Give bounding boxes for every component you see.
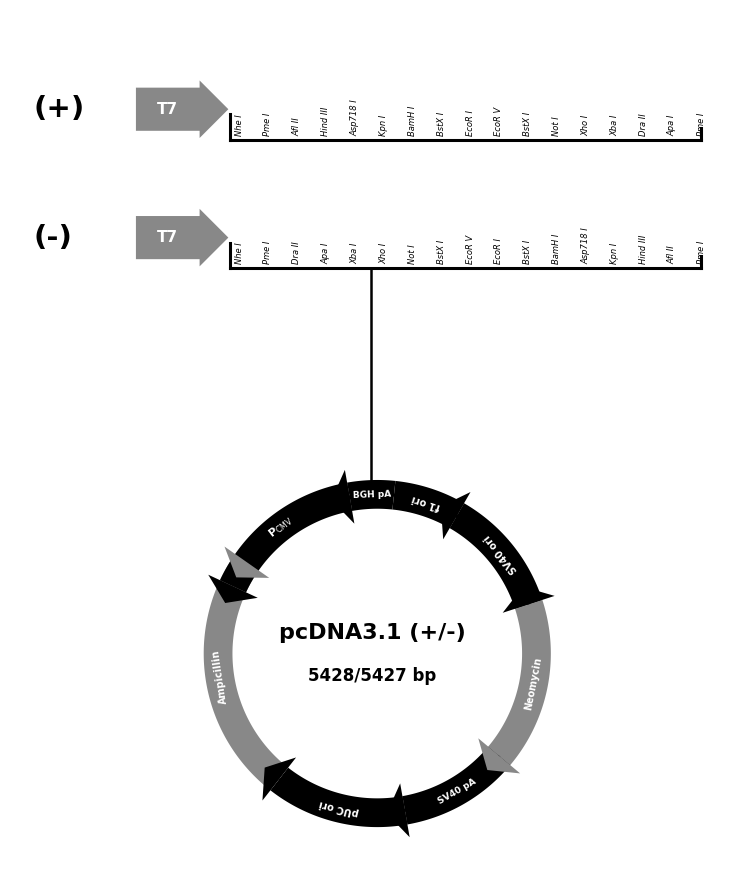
Text: Apa I: Apa I (321, 243, 330, 264)
Text: T7: T7 (157, 102, 178, 117)
Text: Hind III: Hind III (321, 106, 330, 136)
Text: Pme I: Pme I (697, 113, 705, 136)
Polygon shape (450, 503, 542, 609)
Polygon shape (503, 587, 555, 613)
Text: Dra II: Dra II (639, 113, 648, 136)
Text: pUC ori: pUC ori (318, 798, 360, 818)
Text: Xba I: Xba I (350, 243, 359, 264)
Text: Neomycin: Neomycin (523, 657, 544, 711)
Polygon shape (488, 600, 550, 766)
Text: Not I: Not I (408, 245, 417, 264)
Text: BstX I: BstX I (437, 240, 446, 264)
Polygon shape (225, 547, 269, 578)
Text: P$_{\mathsf{CMV}}$: P$_{\mathsf{CMV}}$ (265, 513, 296, 541)
Text: Xho I: Xho I (379, 243, 388, 264)
Text: SV40 pA: SV40 pA (436, 777, 478, 806)
Text: Not I: Not I (552, 116, 562, 136)
Text: EcoR I: EcoR I (495, 238, 504, 264)
Polygon shape (393, 481, 464, 528)
Polygon shape (441, 492, 470, 540)
Text: EcoR V: EcoR V (495, 106, 504, 136)
Text: Nhe I: Nhe I (235, 243, 244, 264)
Text: Pme I: Pme I (264, 241, 272, 264)
Text: SV40 ori: SV40 ori (482, 532, 520, 575)
Polygon shape (263, 758, 296, 801)
Text: Afl II: Afl II (668, 245, 677, 264)
FancyArrow shape (136, 81, 228, 138)
Text: (+): (+) (33, 95, 84, 123)
Text: BGH pA: BGH pA (352, 489, 391, 500)
Polygon shape (347, 480, 396, 511)
Text: EcoR I: EcoR I (465, 110, 475, 136)
Text: EcoR V: EcoR V (465, 235, 475, 264)
Text: 5428/5427 bp: 5428/5427 bp (308, 667, 436, 685)
Text: Asp718 I: Asp718 I (350, 99, 359, 136)
Text: Ampicillin: Ampicillin (211, 649, 229, 705)
Text: Afl II: Afl II (292, 117, 301, 136)
Polygon shape (402, 747, 510, 825)
Text: BamH I: BamH I (408, 105, 417, 136)
Polygon shape (332, 470, 355, 524)
Text: Dra II: Dra II (292, 242, 301, 264)
Text: Kpn I: Kpn I (379, 114, 388, 136)
Text: Pme I: Pme I (697, 241, 705, 264)
Text: Asp718 I: Asp718 I (581, 228, 590, 264)
Polygon shape (270, 767, 407, 828)
Text: Hind III: Hind III (639, 235, 648, 264)
Text: Xba I: Xba I (610, 114, 619, 136)
Polygon shape (387, 783, 410, 837)
Polygon shape (204, 554, 288, 790)
Text: Pme I: Pme I (264, 113, 272, 136)
FancyArrow shape (136, 209, 228, 267)
Polygon shape (208, 575, 258, 603)
Text: BstX I: BstX I (437, 112, 446, 136)
Text: Apa I: Apa I (668, 114, 677, 136)
Text: f1 ori: f1 ori (411, 493, 442, 511)
Text: T7: T7 (157, 230, 178, 245)
Text: Nhe I: Nhe I (235, 114, 244, 136)
Text: Xho I: Xho I (581, 114, 590, 136)
Text: BstX I: BstX I (523, 112, 532, 136)
Text: BamH I: BamH I (552, 234, 562, 264)
Text: BstX I: BstX I (523, 240, 532, 264)
Text: Kpn I: Kpn I (610, 243, 619, 264)
Polygon shape (479, 738, 520, 773)
Text: (-): (-) (33, 223, 72, 252)
Text: pcDNA3.1 (+/-): pcDNA3.1 (+/-) (279, 623, 465, 643)
Polygon shape (220, 483, 352, 593)
